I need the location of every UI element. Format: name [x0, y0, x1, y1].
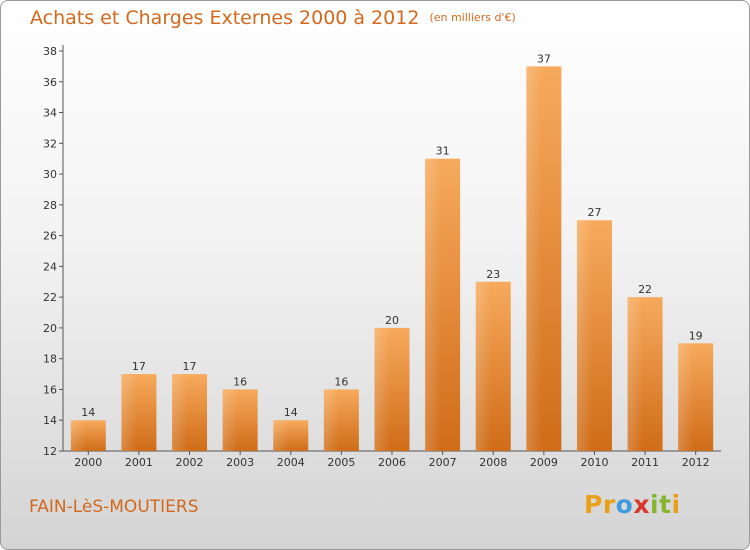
x-tick-label: 2005	[327, 456, 355, 469]
x-tick-label: 2002	[176, 456, 204, 469]
bar-highlight	[526, 66, 543, 451]
y-tick-label: 16	[43, 383, 57, 396]
commune-name: FAIN-LèS-MOUTIERS	[29, 497, 199, 517]
bar-highlight	[273, 420, 290, 451]
bar-highlight	[323, 389, 340, 451]
data-label: 16	[334, 375, 348, 388]
title-text: Achats et Charges Externes 2000 à 2012	[30, 7, 420, 29]
bar-highlight	[576, 220, 593, 451]
proxiti-logo: Proxiti	[584, 490, 681, 519]
x-tick-label: 2009	[530, 456, 558, 469]
logo-letter: i	[650, 490, 660, 519]
y-tick-label: 20	[43, 322, 57, 335]
x-tick-label: 2012	[682, 456, 710, 469]
data-label: 20	[385, 314, 399, 327]
data-label: 31	[436, 145, 450, 158]
logo-letter: r	[602, 490, 616, 519]
bars	[70, 66, 714, 451]
logo-letter: i	[671, 490, 681, 519]
x-tick-label: 2010	[580, 456, 608, 469]
bar-highlight	[475, 281, 492, 451]
y-tick-label: 22	[43, 291, 57, 304]
data-labels: 14 17 17 16 14 16 20 31 23 37 27 22 19	[81, 52, 702, 419]
x-tick-label: 2007	[429, 456, 457, 469]
y-tick-label: 32	[43, 137, 57, 150]
data-label: 14	[284, 406, 298, 419]
data-label: 22	[638, 283, 652, 296]
unit-label: (en milliers d'€)	[429, 11, 516, 24]
y-tick-label: 24	[43, 260, 57, 273]
bar-highlight	[172, 374, 188, 451]
bar-highlight	[222, 389, 239, 451]
x-tick-label: 2008	[479, 456, 507, 469]
y-tick-label: 30	[43, 168, 57, 181]
y-tick-label: 38	[43, 45, 57, 58]
x-tick-label: 2004	[277, 456, 305, 469]
y-tick-label: 26	[43, 230, 57, 243]
bar-highlight	[70, 420, 87, 451]
y-tick-label: 28	[43, 199, 57, 212]
chart-title: Achats et Charges Externes 2000 à 2012 (e…	[30, 7, 516, 29]
bar-highlight	[678, 343, 694, 451]
data-label: 14	[81, 406, 95, 419]
logo-letter: o	[615, 490, 634, 519]
logo-letter: P	[584, 490, 603, 519]
data-label: 37	[537, 52, 551, 65]
y-tick-label: 34	[43, 107, 57, 120]
x-tick-label: 2001	[125, 456, 153, 469]
y-tick-label: 12	[43, 445, 57, 458]
x-tick-label: 2011	[631, 456, 659, 469]
x-tick-label: 2000	[74, 456, 102, 469]
data-label: 16	[233, 375, 247, 388]
bar-highlight	[425, 158, 441, 451]
data-label: 23	[486, 268, 500, 281]
data-label: 19	[689, 329, 703, 342]
bar-highlight	[121, 374, 138, 451]
data-label: 27	[587, 206, 601, 219]
y-tick-label: 18	[43, 353, 57, 366]
logo-letter: x	[633, 490, 650, 519]
bar-highlight	[627, 297, 644, 451]
data-label: 17	[183, 360, 197, 373]
x-tick-label: 2006	[378, 456, 406, 469]
logo-letter: t	[659, 490, 672, 519]
x-tick-label: 2003	[226, 456, 254, 469]
y-tick-label: 14	[43, 414, 57, 427]
y-tick-label: 36	[43, 76, 57, 89]
bar-highlight	[374, 327, 391, 451]
data-label: 17	[132, 360, 146, 373]
